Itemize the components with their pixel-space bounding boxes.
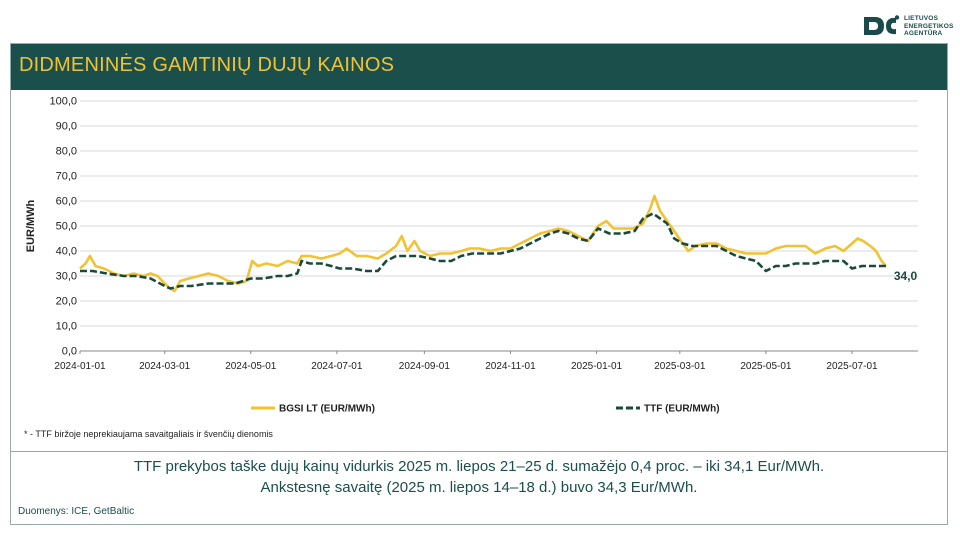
y-axis-label: EUR/MWh [25, 199, 37, 252]
content-frame [10, 43, 948, 525]
data-source: Duomenys: ICE, GetBaltic [18, 506, 135, 517]
y-tick-label: 90,0 [56, 121, 77, 133]
x-tick-label: 2025-07-01 [826, 361, 878, 372]
legend-label-ttf: TTF (EUR/MWh) [644, 404, 720, 415]
y-tick-label: 30,0 [56, 271, 77, 283]
x-tick-label: 2024-09-01 [399, 361, 451, 372]
y-tick-label: 60,0 [56, 196, 77, 208]
logo-line-1: LIETUVOS [904, 15, 939, 22]
y-tick-label: 100,0 [49, 96, 77, 108]
y-tick-label: 40,0 [56, 246, 77, 258]
x-tick-label: 2025-01-01 [571, 361, 623, 372]
footnote: * - TTF biržoje neprekiaujama savaitgali… [24, 429, 273, 439]
end-value-label: 34,0 [894, 269, 918, 283]
summary-text: TTF prekybos taške dujų kainų vidurkis 2… [11, 456, 947, 498]
divider [11, 451, 947, 452]
y-tick-label: 50,0 [56, 221, 77, 233]
y-tick-label: 80,0 [56, 146, 77, 158]
summary-line-1: TTF prekybos taške dujų kainų vidurkis 2… [133, 458, 825, 475]
x-tick-label: 2025-03-01 [654, 361, 706, 372]
agency-logo: LIETUVOS ENERGETIKOS AGENTŪRA [862, 12, 954, 42]
logo-mark-icon [864, 15, 900, 35]
x-tick-label: 2024-11-01 [485, 361, 536, 372]
logo-line-3: AGENTŪRA [904, 30, 943, 37]
legend-label-bgsi: BGSI LT (EUR/MWh) [279, 404, 375, 415]
summary-line-2: Ankstesnę savaitę (2025 m. liepos 14–18 … [260, 479, 698, 496]
x-tick-label: 2024-03-01 [139, 361, 191, 372]
logo-text: LIETUVOS ENERGETIKOS AGENTŪRA [904, 15, 954, 38]
x-tick-label: 2024-01-01 [54, 361, 106, 372]
y-tick-label: 0,0 [62, 346, 77, 358]
x-tick-label: 2024-07-01 [311, 361, 363, 372]
title-bar: DIDMENINĖS GAMTINIŲ DUJŲ KAINOS [11, 44, 947, 90]
price-chart: 0,0 10,0 20,0 30,0 40,0 50,0 60,0 70,0 80,0 90,0 1… [25, 96, 918, 415]
y-tick-label: 70,0 [56, 171, 77, 183]
x-tick-label: 2024-05-01 [225, 361, 277, 372]
series-line-bgsi [79, 194, 887, 293]
logo-line-2: ENERGETIKOS [904, 22, 954, 30]
series-line-ttf [80, 212, 886, 290]
page-title: DIDMENINĖS GAMTINIŲ DUJŲ KAINOS [19, 54, 395, 76]
x-tick-label: 2025-05-01 [740, 361, 792, 372]
y-tick-label: 20,0 [56, 296, 77, 308]
y-tick-label: 10,0 [56, 321, 77, 333]
